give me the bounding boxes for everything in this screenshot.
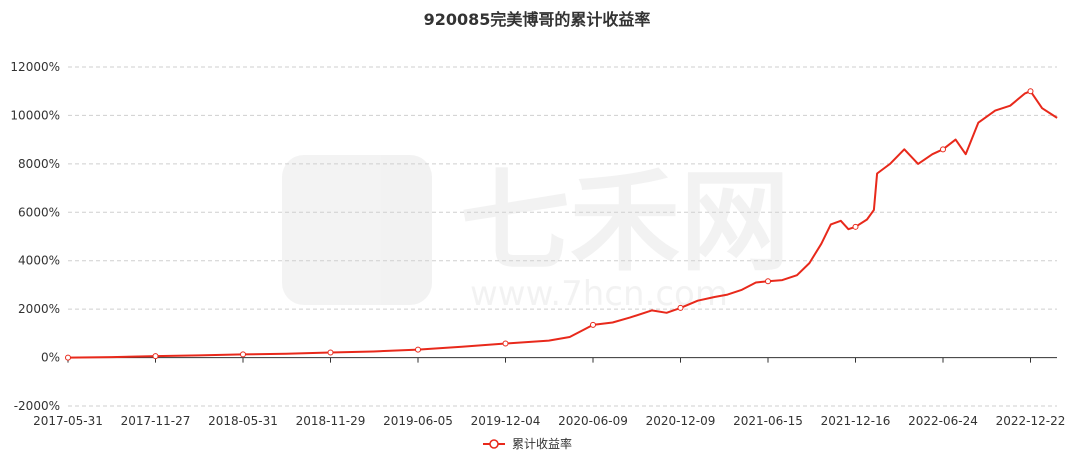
data-point[interactable] xyxy=(852,223,859,230)
data-point[interactable] xyxy=(415,346,421,353)
y-tick-label: 0% xyxy=(41,351,60,365)
y-tick-label: 12000% xyxy=(10,60,60,74)
y-tick-label: -2000% xyxy=(14,399,60,413)
watermark: 七禾网 www.7hcn.com xyxy=(282,155,790,314)
grid-lines xyxy=(68,66,1057,407)
data-point[interactable] xyxy=(590,321,596,328)
y-tick-label: 2000% xyxy=(18,302,60,316)
y-axis-labels: -2000% 0% 2000% 4000% 6000% 8000% 10000% 12000% xyxy=(10,60,60,413)
x-tick-label: 2019-06-05 xyxy=(383,414,453,428)
watermark-logo-glyphs: 七禾网 xyxy=(460,158,790,286)
y-tick-label: 10000% xyxy=(10,108,60,122)
data-point[interactable] xyxy=(1027,88,1034,95)
legend[interactable]: 累计收益率 xyxy=(483,436,572,451)
x-tick-label: 2021-12-16 xyxy=(821,414,891,428)
x-tick-label: 2019-12-04 xyxy=(471,414,541,428)
legend-marker xyxy=(489,439,499,449)
data-point[interactable] xyxy=(765,278,771,285)
watermark-logo-mark xyxy=(282,155,432,305)
x-tick-label: 2018-11-29 xyxy=(296,414,366,428)
data-point[interactable] xyxy=(677,304,684,311)
y-tick-label: 4000% xyxy=(18,254,60,268)
x-tick-label: 2022-12-22 xyxy=(996,414,1066,428)
data-point[interactable] xyxy=(327,349,334,356)
data-point[interactable] xyxy=(502,340,509,347)
y-tick-label: 8000% xyxy=(18,157,60,171)
x-tick-label: 2017-11-27 xyxy=(121,414,191,428)
watermark-url: www.7hcn.com xyxy=(470,274,728,314)
data-point[interactable] xyxy=(940,146,946,153)
x-tick-label: 2020-12-09 xyxy=(646,414,716,428)
x-tick-label: 2022-06-24 xyxy=(908,414,978,428)
x-tick-label: 2021-06-15 xyxy=(733,414,803,428)
x-axis: 2017-05-31 2017-11-27 2018-05-31 2018-11-29… xyxy=(33,357,1066,428)
data-point[interactable] xyxy=(240,351,246,358)
x-tick-label: 2017-05-31 xyxy=(33,414,103,428)
y-tick-label: 6000% xyxy=(18,205,60,219)
x-tick-label: 2020-06-09 xyxy=(558,414,628,428)
x-tick-label: 2018-05-31 xyxy=(208,414,278,428)
series-layer xyxy=(65,88,1058,361)
legend-label: 累计收益率 xyxy=(512,436,572,451)
data-point[interactable] xyxy=(65,354,71,361)
chart-title: 920085完美博哥的累计收益率 xyxy=(424,10,651,29)
data-point[interactable] xyxy=(152,353,159,360)
